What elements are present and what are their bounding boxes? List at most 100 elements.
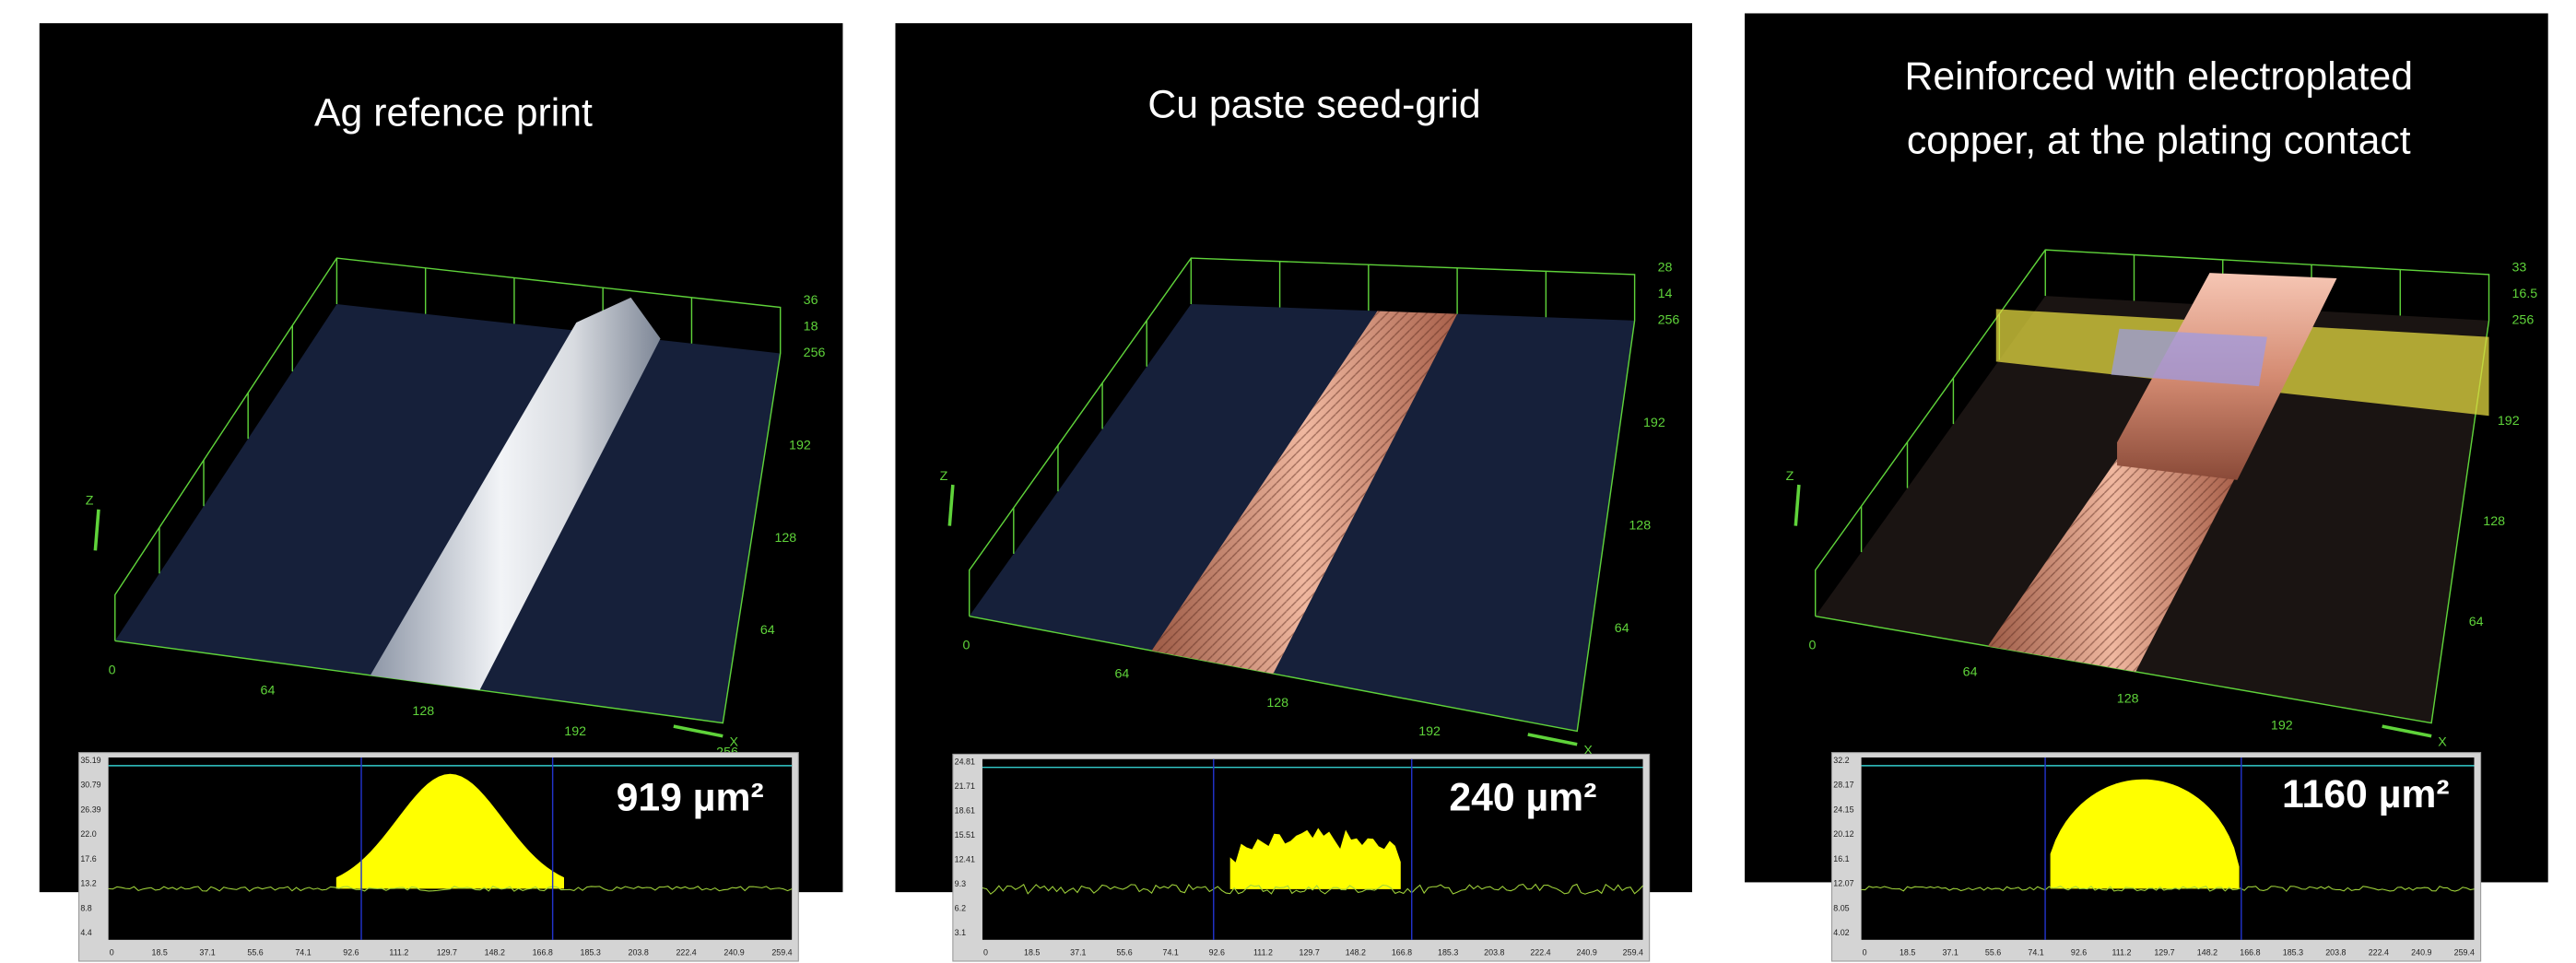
profile-y-tick-label: 16.1: [1833, 854, 1849, 863]
profile-x-tick-label: 0: [110, 947, 114, 957]
profile-x-tick-label: 55.6: [1985, 947, 2001, 957]
profile-y-tick-label: 3.1: [955, 928, 966, 937]
profile-x-tick-label: 203.8: [2325, 947, 2346, 957]
profile-y-tick-label: 21.71: [955, 781, 975, 791]
profile-y-tick-label: 20.12: [1833, 829, 1853, 839]
panel-title: Cu paste seed-grid: [1147, 82, 1480, 126]
profile-x-tick-label: 92.6: [1209, 947, 1225, 957]
z-tick-label: 18: [804, 320, 818, 335]
profile-x-tick-label: 74.1: [295, 947, 311, 957]
panel: Reinforced with electroplated copper, at …: [1745, 13, 2548, 961]
y-tick-label: 256: [1658, 313, 1680, 328]
profile-x-tick-label: 203.8: [1484, 947, 1504, 957]
profile-x-tick-label: 148.2: [485, 947, 505, 957]
area-label: 240 µm²: [1449, 776, 1596, 820]
z-axis-label: Z: [86, 494, 94, 509]
x-tick-label: 0: [963, 639, 970, 653]
x-tick-label: 64: [1963, 664, 1978, 679]
y-tick-label: 192: [2498, 414, 2520, 429]
profile-y-tick-label: 4.4: [80, 928, 91, 937]
profile-y-tick-label: 4.02: [1833, 928, 1849, 937]
panel: Cu paste seed-grid2814256192128640641281…: [895, 23, 1692, 961]
profile-x-tick-label: 111.2: [1253, 947, 1273, 957]
x-tick-label: 192: [564, 724, 586, 739]
profile-x-tick-label: 18.5: [1900, 947, 1915, 957]
x-tick-label: 128: [2117, 691, 2139, 706]
profile-x-tick-label: 166.8: [2240, 947, 2260, 957]
profile-y-tick-label: 17.6: [80, 854, 96, 863]
y-tick-label: 192: [789, 438, 811, 452]
panel-title: Reinforced with electroplated: [1904, 54, 2413, 99]
x-axis-label: X: [2438, 735, 2447, 750]
profile-x-tick-label: 185.3: [581, 947, 601, 957]
profile-x-tick-label: 18.5: [151, 947, 167, 957]
x-tick-label: 64: [1114, 667, 1129, 682]
profile-y-tick-label: 32.2: [1833, 756, 1849, 765]
profile-y-tick-label: 18.61: [955, 806, 975, 816]
profile-y-tick-label: 8.05: [1833, 903, 1849, 912]
profile-y-tick-label: 24.81: [955, 757, 975, 767]
profile-x-tick-label: 240.9: [1577, 947, 1597, 957]
y-tick-label: 64: [760, 623, 775, 638]
z-axis-label: Z: [1786, 469, 1794, 484]
profile-x-tick-label: 37.1: [1942, 947, 1958, 957]
profile-x-tick-label: 222.4: [1530, 947, 1550, 957]
profile-x-tick-label: 92.6: [343, 947, 359, 957]
profile-x-tick-label: 111.2: [2112, 947, 2132, 957]
y-tick-label: 128: [774, 531, 796, 546]
profile-x-tick-label: 222.4: [2369, 947, 2389, 957]
profile-x-tick-label: 55.6: [1116, 947, 1132, 957]
profile-y-tick-label: 22.0: [80, 829, 96, 839]
z-tick-label: 33: [2511, 261, 2526, 276]
profile-x-tick-label: 259.4: [771, 947, 792, 957]
profile-y-tick-label: 35.19: [80, 756, 100, 765]
x-tick-label: 0: [109, 663, 116, 677]
panel: Ag refence print361825619212864064128192…: [40, 23, 843, 961]
profile-x-tick-label: 129.7: [2154, 947, 2174, 957]
x-tick-label: 128: [1266, 696, 1288, 711]
profile-x-tick-label: 37.1: [199, 947, 215, 957]
profile-x-tick-label: 240.9: [2411, 947, 2431, 957]
z-tick-label: 36: [804, 293, 818, 308]
profile-y-tick-label: 6.2: [955, 904, 966, 913]
profile-x-tick-label: 166.8: [1392, 947, 1412, 957]
profile-y-tick-label: 15.51: [955, 830, 975, 840]
profile-x-tick-label: 74.1: [2028, 947, 2043, 957]
profile-x-tick-label: 259.4: [1623, 947, 1643, 957]
page: Ag refence print 36 18 256 192 128 64 0 64 128 192…: [0, 0, 2576, 963]
profile-x-tick-label: 240.9: [723, 947, 744, 957]
z-axis-label: Z: [940, 469, 948, 484]
x-tick-label: 0: [1809, 639, 1817, 653]
profile-x-tick-label: 129.7: [1300, 947, 1320, 957]
profile-x-tick-label: 92.6: [2071, 947, 2087, 957]
profile-x-tick-label: 185.3: [2283, 947, 2303, 957]
panel-title: Ag refence print: [314, 90, 593, 135]
profile-x-tick-label: 166.8: [533, 947, 553, 957]
profile-x-tick-label: 111.2: [389, 947, 408, 957]
y-tick-label: 256: [2511, 313, 2534, 328]
y-tick-label: 64: [1615, 621, 1629, 636]
profile-x-tick-label: 203.8: [628, 947, 648, 957]
figure: Ag refence print 36 18 256 192 128 64 0 64 128 192…: [0, 0, 2576, 963]
z-tick-label: 16.5: [2511, 287, 2537, 301]
profile-x-tick-label: 222.4: [676, 947, 696, 957]
profile-x-tick-label: 55.6: [247, 947, 263, 957]
x-axis-label: X: [729, 735, 738, 750]
x-tick-label: 192: [2271, 718, 2293, 733]
y-tick-label: 256: [804, 346, 826, 360]
profile-x-tick-label: 129.7: [437, 947, 457, 957]
profile-x-tick-label: 148.2: [2197, 947, 2217, 957]
profile-x-tick-label: 259.4: [2454, 947, 2475, 957]
x-tick-label: 64: [261, 684, 276, 699]
area-label: 919 µm²: [617, 776, 764, 820]
area-label: 1160 µm²: [2282, 772, 2450, 816]
profile-y-tick-label: 13.2: [80, 879, 96, 888]
profile-x-tick-label: 0: [1863, 947, 1867, 957]
profile-y-tick-label: 24.15: [1833, 804, 1853, 814]
profile-x-tick-label: 185.3: [1438, 947, 1458, 957]
y-tick-label: 64: [2469, 615, 2484, 629]
x-tick-label: 192: [1418, 724, 1441, 739]
profile-y-tick-label: 26.39: [80, 804, 100, 814]
profile-x-tick-label: 148.2: [1346, 947, 1366, 957]
panel-title: copper, at the plating contact: [1907, 119, 2411, 163]
